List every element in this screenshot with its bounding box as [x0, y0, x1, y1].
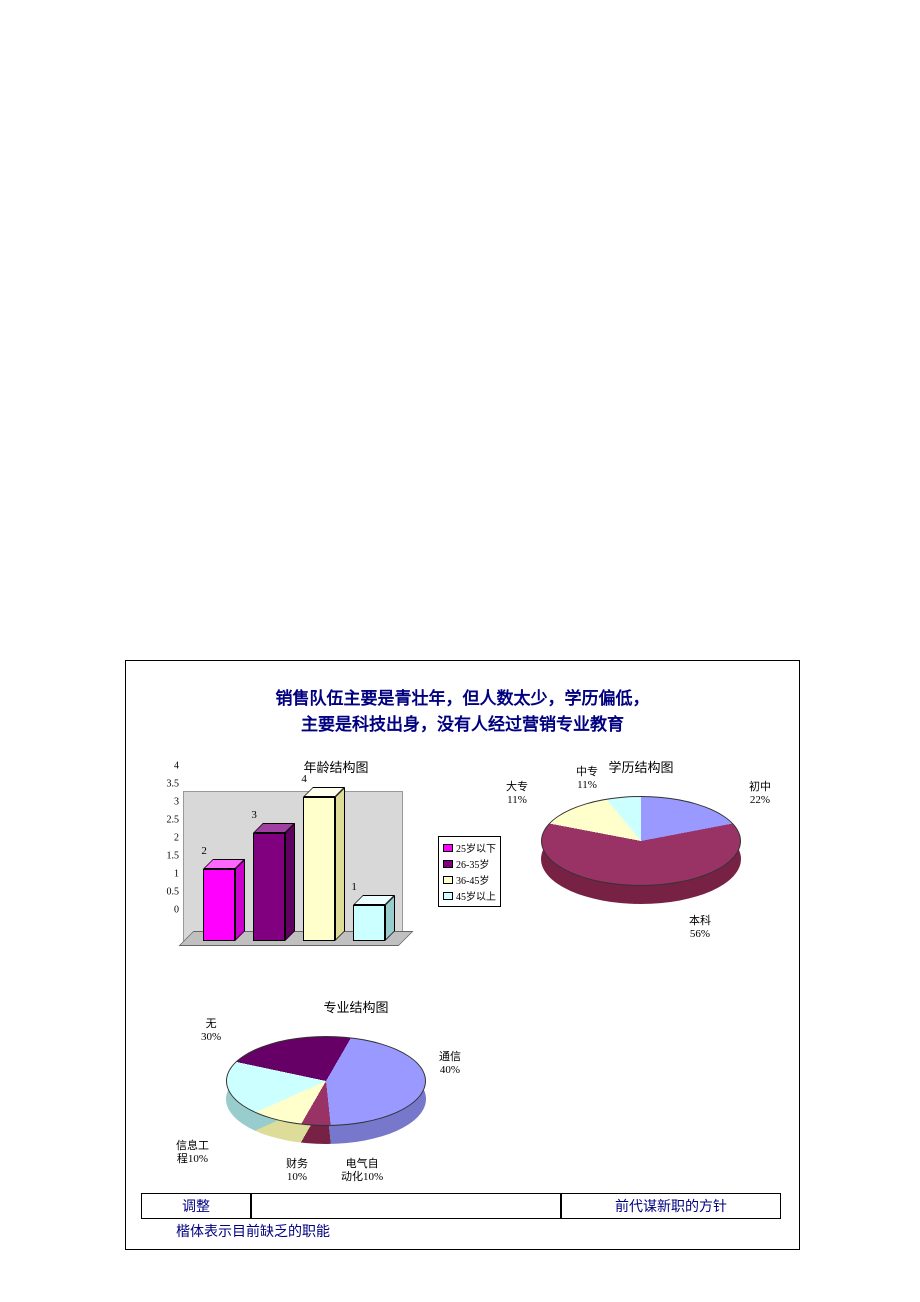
pie-label: 本科56% [689, 915, 711, 941]
y-tick: 1 [174, 869, 179, 880]
pie-label: 无30% [201, 1018, 221, 1044]
y-tick: 1.5 [167, 851, 180, 862]
legend-label: 36-45岁 [456, 872, 489, 887]
pie-face [226, 1036, 426, 1126]
bottom-cell-mid [251, 1193, 561, 1219]
bar-value-label: 2 [201, 845, 207, 857]
pie-label: 大专11% [506, 781, 528, 807]
charts-area: 年龄结构图 0 0.5 1 1.5 2 2.5 3 3.5 4 [126, 737, 799, 1207]
pie-label: 初中22% [749, 781, 771, 807]
bar-side [235, 859, 245, 941]
pie-label: 电气自动化10% [341, 1158, 383, 1184]
slide-container: 销售队伍主要是青壮年，但人数太少，学历偏低， 主要是科技出身，没有人经过营销专业… [125, 660, 800, 1250]
legend-label: 25岁以下 [456, 840, 496, 855]
legend-item: 45岁以上 [443, 888, 496, 903]
y-tick: 4 [174, 761, 179, 772]
bar-plot-area: 0 0.5 1 1.5 2 2.5 3 3.5 4 2 [161, 781, 441, 961]
legend-item: 36-45岁 [443, 872, 496, 887]
y-tick: 3.5 [167, 779, 180, 790]
bar-front [203, 869, 235, 941]
bar-side [335, 787, 345, 941]
bar-front [303, 797, 335, 941]
y-tick: 2.5 [167, 815, 180, 826]
bar-front [253, 833, 285, 941]
bar-legend: 25岁以下 26-35岁 36-45岁 45岁以上 [438, 836, 501, 907]
bar-value-label: 3 [251, 809, 257, 821]
bar-front [353, 905, 385, 941]
y-tick: 0 [174, 905, 179, 916]
y-axis: 0 0.5 1 1.5 2 2.5 3 3.5 4 [161, 781, 181, 941]
education-pie-chart: 学历结构图 初中22% 本科56% 大专11% 中专11% [496, 757, 786, 936]
legend-label: 26-35岁 [456, 856, 489, 871]
legend-swatch [443, 876, 453, 884]
title-line-2: 主要是科技出身，没有人经过营销专业教育 [126, 712, 799, 738]
age-bar-chart: 年龄结构图 0 0.5 1 1.5 2 2.5 3 3.5 4 [136, 757, 476, 1007]
bar-side [285, 823, 295, 941]
pie-wrap: 初中22% 本科56% 大专11% 中专11% [541, 796, 741, 916]
legend-swatch [443, 844, 453, 852]
major-pie-chart: 专业结构图 通信40% 电气自动化10% 财务10% 信息工程10% 无30% [166, 997, 486, 1176]
pie-label: 财务10% [286, 1158, 308, 1184]
footnote: 楷体表示目前缺乏的职能 [176, 1221, 330, 1241]
pie-title: 学历结构图 [496, 757, 786, 776]
pie-face [541, 796, 741, 886]
title-line-1: 销售队伍主要是青壮年，但人数太少，学历偏低， [126, 686, 799, 712]
y-tick: 3 [174, 797, 179, 808]
pie-wrap: 通信40% 电气自动化10% 财务10% 信息工程10% 无30% [226, 1036, 426, 1156]
legend-item: 26-35岁 [443, 856, 496, 871]
y-tick: 2 [174, 833, 179, 844]
pie-label: 中专11% [576, 766, 598, 792]
bar-chart-title: 年龄结构图 [196, 757, 476, 776]
bottom-cell-right: 前代谋新职的方针 [561, 1193, 781, 1219]
legend-label: 45岁以上 [456, 888, 496, 903]
pie-label: 信息工程10% [176, 1140, 209, 1166]
y-tick: 0.5 [167, 887, 180, 898]
legend-swatch [443, 860, 453, 868]
legend-swatch [443, 892, 453, 900]
legend-item: 25岁以下 [443, 840, 496, 855]
slide-title: 销售队伍主要是青壮年，但人数太少，学历偏低， 主要是科技出身，没有人经过营销专业… [126, 686, 799, 737]
pie-label: 通信40% [439, 1051, 461, 1077]
bottom-cell-left: 调整 [141, 1193, 251, 1219]
bottom-table-row: 调整 前代谋新职的方针 [126, 1193, 799, 1219]
bar-value-label: 4 [301, 773, 307, 785]
bar-value-label: 1 [351, 881, 357, 893]
pie-title: 专业结构图 [226, 997, 486, 1016]
